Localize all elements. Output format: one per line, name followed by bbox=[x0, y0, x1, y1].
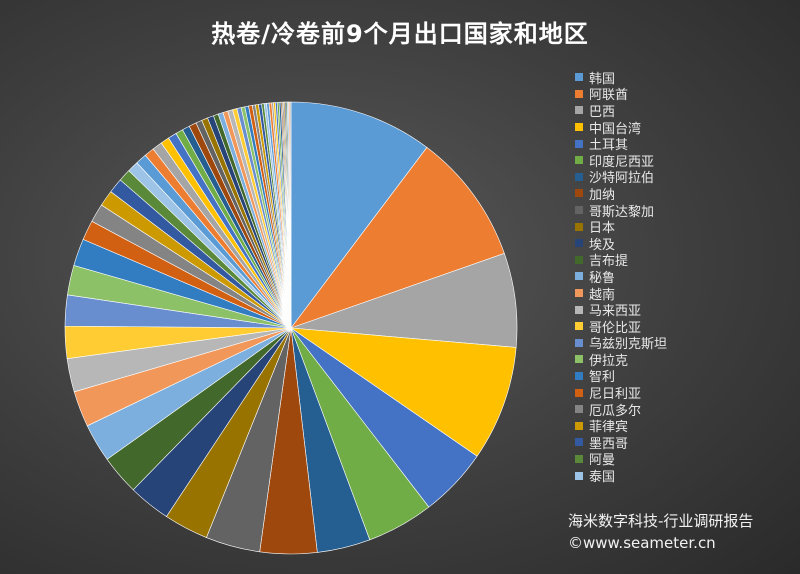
legend-label: 哥伦比亚 bbox=[589, 320, 642, 336]
legend-swatch bbox=[575, 305, 583, 314]
legend-label: 中国台湾 bbox=[589, 121, 642, 137]
legend-item: 墨西哥 bbox=[575, 434, 667, 452]
legend-item: 日本 bbox=[575, 218, 667, 237]
legend-item: 越南 bbox=[575, 285, 667, 303]
legend-label: 吉布提 bbox=[589, 254, 629, 270]
legend-label: 菲律宾 bbox=[589, 420, 629, 436]
legend-label: 伊拉克 bbox=[589, 353, 629, 369]
legend-label: 秘鲁 bbox=[589, 270, 616, 286]
legend-label: 墨西哥 bbox=[589, 436, 629, 452]
legend-swatch bbox=[575, 338, 583, 347]
legend-label: 尼日利亚 bbox=[589, 387, 642, 403]
legend-swatch bbox=[575, 471, 583, 480]
legend-item: 泰国 bbox=[575, 467, 667, 486]
legend-item: 菲律宾 bbox=[575, 417, 667, 436]
legend-swatch bbox=[575, 255, 583, 264]
legend-swatch bbox=[575, 438, 583, 447]
legend-label: 埃及 bbox=[589, 237, 616, 253]
legend-label: 印度尼西亚 bbox=[589, 154, 655, 170]
legend-label: 厄瓜多尔 bbox=[589, 403, 642, 419]
legend-swatch bbox=[575, 355, 583, 364]
legend-label: 巴西 bbox=[589, 104, 616, 120]
legend-item: 土耳其 bbox=[575, 135, 667, 154]
legend-swatch bbox=[575, 405, 583, 414]
legend-item: 乌兹别克斯坦 bbox=[575, 335, 667, 352]
legend-label: 哥斯达黎加 bbox=[589, 204, 655, 220]
legend-swatch bbox=[575, 421, 583, 430]
legend-item: 吉布提 bbox=[575, 252, 667, 269]
legend-label: 智利 bbox=[589, 370, 616, 386]
legend-label: 越南 bbox=[589, 287, 616, 303]
legend-label: 韩国 bbox=[589, 71, 616, 87]
legend-label: 沙特阿拉伯 bbox=[589, 171, 655, 187]
legend-swatch bbox=[575, 73, 583, 82]
legend-label: 土耳其 bbox=[589, 138, 629, 154]
legend-swatch bbox=[575, 222, 583, 231]
legend-swatch bbox=[575, 272, 583, 281]
legend-swatch bbox=[575, 388, 583, 397]
legend-label: 泰国 bbox=[589, 470, 616, 486]
legend-label: 加纳 bbox=[589, 187, 616, 203]
legend-item: 沙特阿拉伯 bbox=[575, 169, 667, 186]
pie-slice-1 bbox=[290, 101, 428, 329]
chart-legend: 韩国 阿联酋 巴西 中国台湾 土耳其 印度尼西亚 沙特阿拉伯 加纳 哥斯达黎加 日本 埃及 吉布提 秘鲁… bbox=[575, 69, 667, 486]
legend-item: 阿联酋 bbox=[575, 86, 667, 103]
legend-swatch bbox=[575, 289, 583, 298]
legend-item: 中国台湾 bbox=[575, 119, 667, 137]
legend-label: 日本 bbox=[589, 221, 616, 237]
pie-slice-2 bbox=[290, 146, 505, 329]
footer-source: 海米数字科技-行业调研报告 bbox=[568, 512, 754, 530]
legend-item: 韩国 bbox=[575, 69, 667, 87]
legend-item: 哥斯达黎加 bbox=[575, 202, 667, 220]
chart-title: 热卷/冷卷前9个月出口国家和地区 bbox=[211, 20, 589, 48]
legend-swatch bbox=[575, 139, 583, 148]
pie-slice-other-40 bbox=[289, 101, 292, 329]
legend-item: 秘鲁 bbox=[575, 268, 667, 286]
legend-label: 马来西亚 bbox=[589, 304, 642, 320]
legend-item: 巴西 bbox=[575, 102, 667, 120]
legend-item: 尼日利亚 bbox=[575, 384, 667, 403]
legend-item: 智利 bbox=[575, 368, 667, 385]
legend-swatch bbox=[575, 89, 583, 98]
legend-label: 阿联酋 bbox=[589, 88, 629, 104]
legend-swatch bbox=[575, 454, 583, 463]
legend-item: 阿曼 bbox=[575, 451, 667, 468]
legend-item: 马来西亚 bbox=[575, 301, 667, 320]
pie-slice-4 bbox=[289, 327, 517, 457]
legend-swatch bbox=[575, 189, 583, 198]
legend-item: 埃及 bbox=[575, 235, 667, 253]
legend-swatch bbox=[575, 322, 583, 331]
legend-item: 印度尼西亚 bbox=[575, 152, 667, 170]
legend-swatch bbox=[575, 156, 583, 165]
footer: 海米数字科技-行业调研报告 ©www.seameter.cn bbox=[568, 510, 753, 554]
legend-label: 阿曼 bbox=[589, 453, 616, 469]
legend-item: 哥伦比亚 bbox=[575, 318, 667, 336]
legend-item: 伊拉克 bbox=[575, 351, 667, 369]
legend-swatch bbox=[575, 172, 583, 181]
legend-swatch bbox=[575, 371, 583, 380]
legend-swatch bbox=[575, 106, 583, 115]
legend-swatch bbox=[575, 239, 583, 248]
legend-label: 乌兹别克斯坦 bbox=[589, 337, 668, 353]
footer-website: ©www.seameter.cn bbox=[568, 534, 716, 552]
legend-swatch bbox=[575, 206, 583, 215]
legend-item: 厄瓜多尔 bbox=[575, 401, 667, 419]
legend-item: 加纳 bbox=[575, 185, 667, 203]
legend-swatch bbox=[575, 123, 583, 132]
